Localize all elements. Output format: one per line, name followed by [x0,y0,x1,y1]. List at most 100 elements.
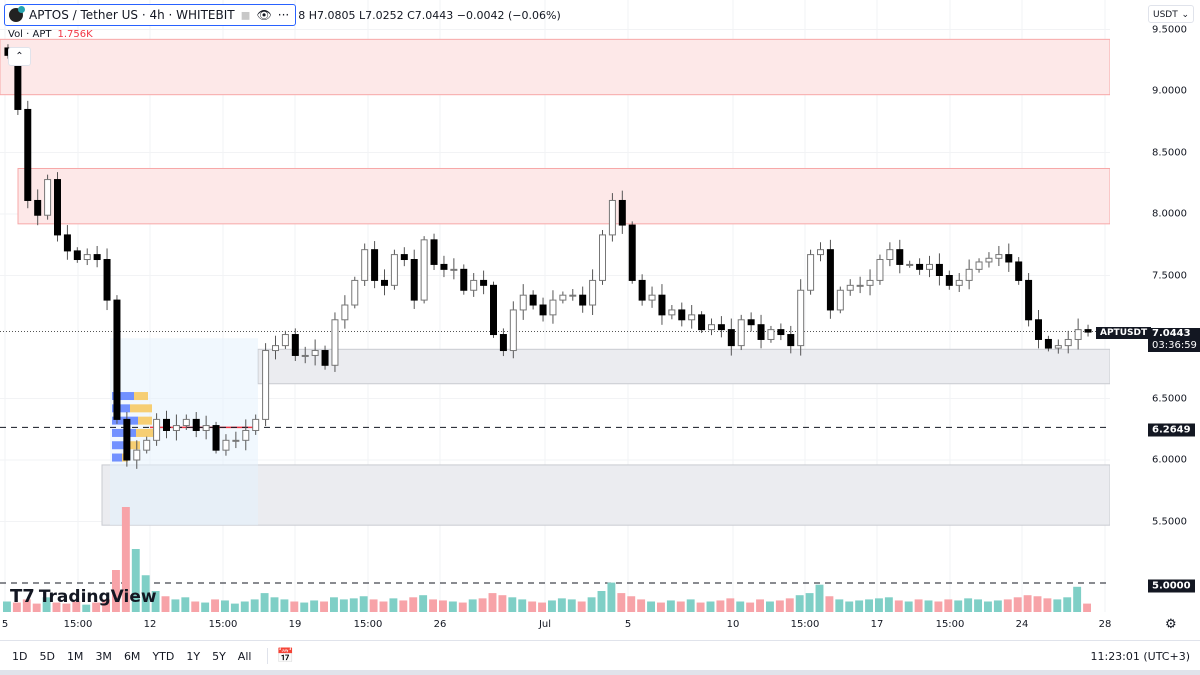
volume-bar [359,596,368,612]
volume-bar [320,601,328,612]
candle-body [143,439,151,451]
volume-label: Vol · APT [8,29,52,40]
price-tick: 9.5000 [1152,24,1187,35]
candle-body [678,309,686,321]
volume-bar [1073,586,1082,612]
candle-body [1044,338,1052,349]
volume-bar [448,601,457,612]
volume-bar [280,599,289,612]
volume-profile-bar [112,404,130,413]
candle-body [113,299,121,420]
price-chart[interactable] [0,0,1110,612]
candle-body [44,179,52,216]
time-tick: 24 [1015,619,1029,630]
candle-body [509,309,517,352]
volume-bar [260,593,269,612]
volume-bar [518,599,527,612]
volume-bar [884,597,893,612]
time-tick: 12 [143,619,157,630]
volume-bar [706,601,715,612]
volume-bar [835,599,844,612]
volume-bar [1063,597,1072,612]
flag-icon[interactable]: ◼ [240,8,251,22]
volume-bar [300,602,309,612]
more-icon[interactable]: ··· [277,8,290,22]
volume-bar [756,599,764,612]
volume-bar [993,600,1002,612]
volume-profile-bar [130,404,152,413]
range-1d[interactable]: 1D [12,649,28,663]
candle-body [916,263,924,270]
eye-icon[interactable]: 👁 [256,8,272,22]
demand-zone [257,348,1110,385]
range-ytd[interactable]: YTD [152,649,175,663]
volume-bar [240,601,249,612]
range-6m[interactable]: 6M [123,649,141,663]
candle-body [490,284,497,336]
last-price-tag: 7.0443 03:36:59 [1148,328,1200,352]
range-5y[interactable]: 5Y [212,649,226,663]
volume-bar [865,599,873,612]
range-all[interactable]: All [237,649,252,663]
time-tick: 15:00 [63,619,93,630]
volume-profile-bar [112,441,130,450]
volume-bar [1003,599,1012,612]
candle-body [826,249,834,311]
candle-body [985,257,993,263]
volume-bar [587,597,596,612]
volume-bar [944,599,953,612]
bottom-toolbar: 1D 5D 1M 3M 6M YTD 1Y 5Y All 📅 11:23:01 (UTC+3) [0,640,1200,671]
volume-bar [330,597,338,612]
range-1m[interactable]: 1M [66,649,84,663]
candle-body [935,263,943,276]
candle-body [301,354,309,357]
volume-bar [42,597,51,612]
range-5d[interactable]: 5D [39,649,55,663]
candle-body [618,199,626,226]
price-tick: 6.5000 [1152,393,1187,404]
volume-bar [1023,595,1032,612]
candle-body [519,294,527,311]
volume-bar [984,601,992,612]
chevron-down-icon: ⌄ [1181,10,1189,20]
candle-body [460,268,468,291]
candle-body [1084,329,1092,333]
volume-bar [52,602,61,612]
volume-bar [825,596,834,612]
candle-body [906,263,914,266]
candle-body [599,234,606,281]
volume-bar [230,603,239,612]
currency-select[interactable]: USDT ⌄ [1148,5,1194,23]
collapse-legend-button[interactable]: ⌃ [8,47,31,66]
volume-bar [696,602,705,612]
volume-bar [389,598,398,612]
candle-body [856,284,864,287]
volume-bar [914,599,923,612]
volume-bar [657,602,665,612]
candle-body [262,350,270,420]
settings-icon[interactable]: ⚙ [1165,617,1177,632]
time-tick: 5 [1,619,9,630]
goto-date-icon[interactable]: 📅 [267,648,294,664]
volume-bar [666,600,675,612]
price-tick: 6.0000 [1152,454,1187,466]
volume-value: 1.756K [57,29,93,40]
time-tick: 10 [726,619,740,630]
range-3m[interactable]: 3M [95,649,112,663]
time-tick: 15:00 [208,619,238,630]
time-tick: Jul [538,619,552,630]
candle-body [331,319,339,366]
symbol-selector[interactable]: APTOS / Tether US · 4h · WHITEBIT ◼ 👁 ··… [4,4,297,26]
candle-body [589,279,597,306]
candle-body [688,314,696,321]
candle-body [1054,345,1062,349]
candle-body [381,279,388,286]
candle-body [450,268,458,271]
candle-body [212,425,220,451]
candle-body [628,224,636,281]
candle-body [361,249,369,281]
volume-bar [201,602,210,612]
candle-body [975,261,983,270]
range-1y[interactable]: 1Y [186,649,201,663]
candle-body [549,299,557,316]
